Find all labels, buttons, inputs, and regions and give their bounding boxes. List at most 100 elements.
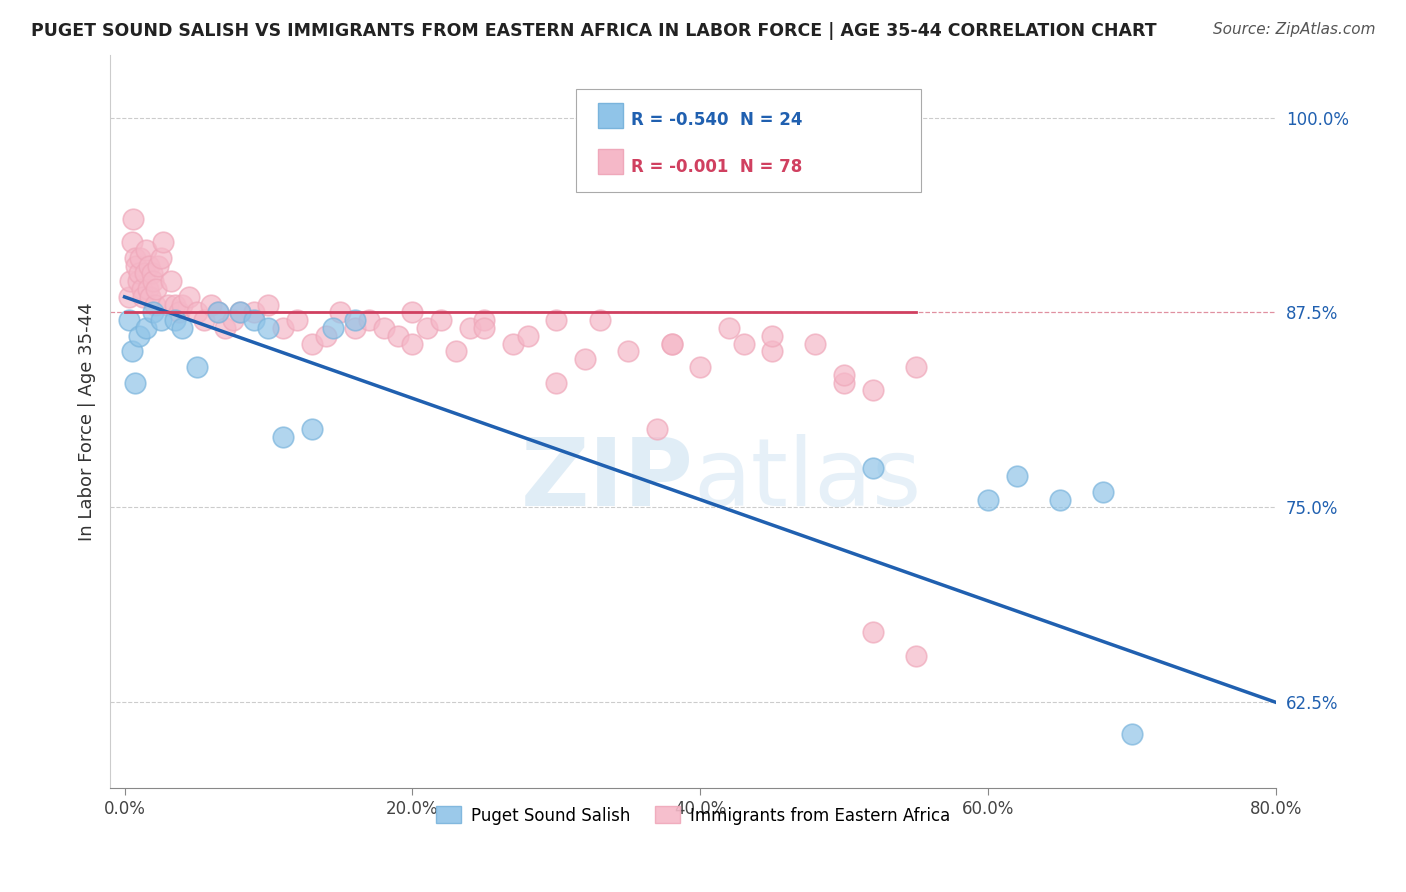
- Point: [143, 298, 166, 312]
- Point: [387, 329, 409, 343]
- Point: [128, 267, 150, 281]
- Point: [129, 251, 152, 265]
- Point: [401, 336, 423, 351]
- Text: atlas: atlas: [693, 434, 921, 526]
- Point: [458, 321, 481, 335]
- Point: [135, 321, 157, 335]
- Point: [125, 259, 148, 273]
- Point: [127, 274, 149, 288]
- Point: [301, 336, 323, 351]
- Text: R = -0.540  N = 24: R = -0.540 N = 24: [631, 112, 803, 129]
- Point: [257, 321, 280, 335]
- Point: [207, 305, 229, 319]
- Point: [416, 321, 439, 335]
- Y-axis label: In Labor Force | Age 35-44: In Labor Force | Age 35-44: [79, 302, 96, 541]
- Legend: Puget Sound Salish, Immigrants from Eastern Africa: Puget Sound Salish, Immigrants from East…: [429, 799, 957, 831]
- Point: [645, 422, 668, 436]
- Point: [131, 282, 153, 296]
- Point: [136, 282, 159, 296]
- Point: [1049, 492, 1071, 507]
- Point: [152, 235, 174, 250]
- Point: [172, 298, 194, 312]
- Point: [761, 329, 783, 343]
- Point: [905, 360, 928, 375]
- Point: [207, 305, 229, 319]
- Point: [718, 321, 741, 335]
- Point: [271, 321, 294, 335]
- Point: [214, 321, 236, 335]
- Point: [228, 305, 250, 319]
- Point: [373, 321, 395, 335]
- Point: [862, 625, 884, 640]
- Point: [832, 376, 855, 390]
- Point: [574, 352, 596, 367]
- Point: [139, 290, 162, 304]
- Point: [142, 305, 165, 319]
- Point: [142, 274, 165, 288]
- Point: [516, 329, 538, 343]
- Point: [905, 648, 928, 663]
- Point: [661, 336, 683, 351]
- Point: [167, 305, 190, 319]
- Point: [200, 298, 222, 312]
- Point: [733, 336, 755, 351]
- Point: [804, 336, 827, 351]
- Text: ZIP: ZIP: [520, 434, 693, 526]
- Point: [172, 321, 194, 335]
- Point: [359, 313, 381, 327]
- Point: [329, 305, 352, 319]
- Point: [1005, 469, 1028, 483]
- Point: [132, 290, 155, 304]
- Point: [588, 313, 610, 327]
- Point: [156, 298, 179, 312]
- Point: [1121, 726, 1143, 740]
- Point: [149, 313, 172, 327]
- Point: [444, 344, 467, 359]
- Point: [134, 267, 156, 281]
- Point: [135, 243, 157, 257]
- Point: [401, 305, 423, 319]
- Point: [546, 313, 568, 327]
- Point: [138, 259, 160, 273]
- Point: [193, 313, 215, 327]
- Point: [977, 813, 1000, 827]
- Point: [832, 368, 855, 382]
- Point: [179, 290, 201, 304]
- Point: [145, 282, 167, 296]
- Point: [977, 492, 1000, 507]
- Point: [122, 211, 145, 226]
- Point: [228, 305, 250, 319]
- Point: [146, 259, 169, 273]
- Point: [163, 298, 186, 312]
- Point: [1092, 484, 1115, 499]
- Point: [141, 267, 163, 281]
- Point: [862, 384, 884, 398]
- Point: [186, 360, 208, 375]
- Point: [862, 461, 884, 475]
- Point: [761, 344, 783, 359]
- Point: [159, 274, 181, 288]
- Point: [221, 313, 243, 327]
- Point: [121, 344, 143, 359]
- Point: [118, 313, 141, 327]
- Point: [257, 298, 280, 312]
- Point: [546, 376, 568, 390]
- Point: [661, 336, 683, 351]
- Text: Source: ZipAtlas.com: Source: ZipAtlas.com: [1212, 22, 1375, 37]
- Point: [243, 305, 266, 319]
- Point: [343, 313, 366, 327]
- Point: [689, 360, 711, 375]
- Text: R = -0.001  N = 78: R = -0.001 N = 78: [631, 158, 803, 176]
- Point: [243, 313, 266, 327]
- Point: [124, 251, 146, 265]
- Point: [186, 305, 208, 319]
- Text: PUGET SOUND SALISH VS IMMIGRANTS FROM EASTERN AFRICA IN LABOR FORCE | AGE 35-44 : PUGET SOUND SALISH VS IMMIGRANTS FROM EA…: [31, 22, 1157, 40]
- Point: [163, 313, 186, 327]
- Point: [149, 251, 172, 265]
- Point: [285, 313, 308, 327]
- Point: [271, 430, 294, 444]
- Point: [118, 290, 141, 304]
- Point: [617, 344, 640, 359]
- Point: [474, 321, 496, 335]
- Point: [343, 321, 366, 335]
